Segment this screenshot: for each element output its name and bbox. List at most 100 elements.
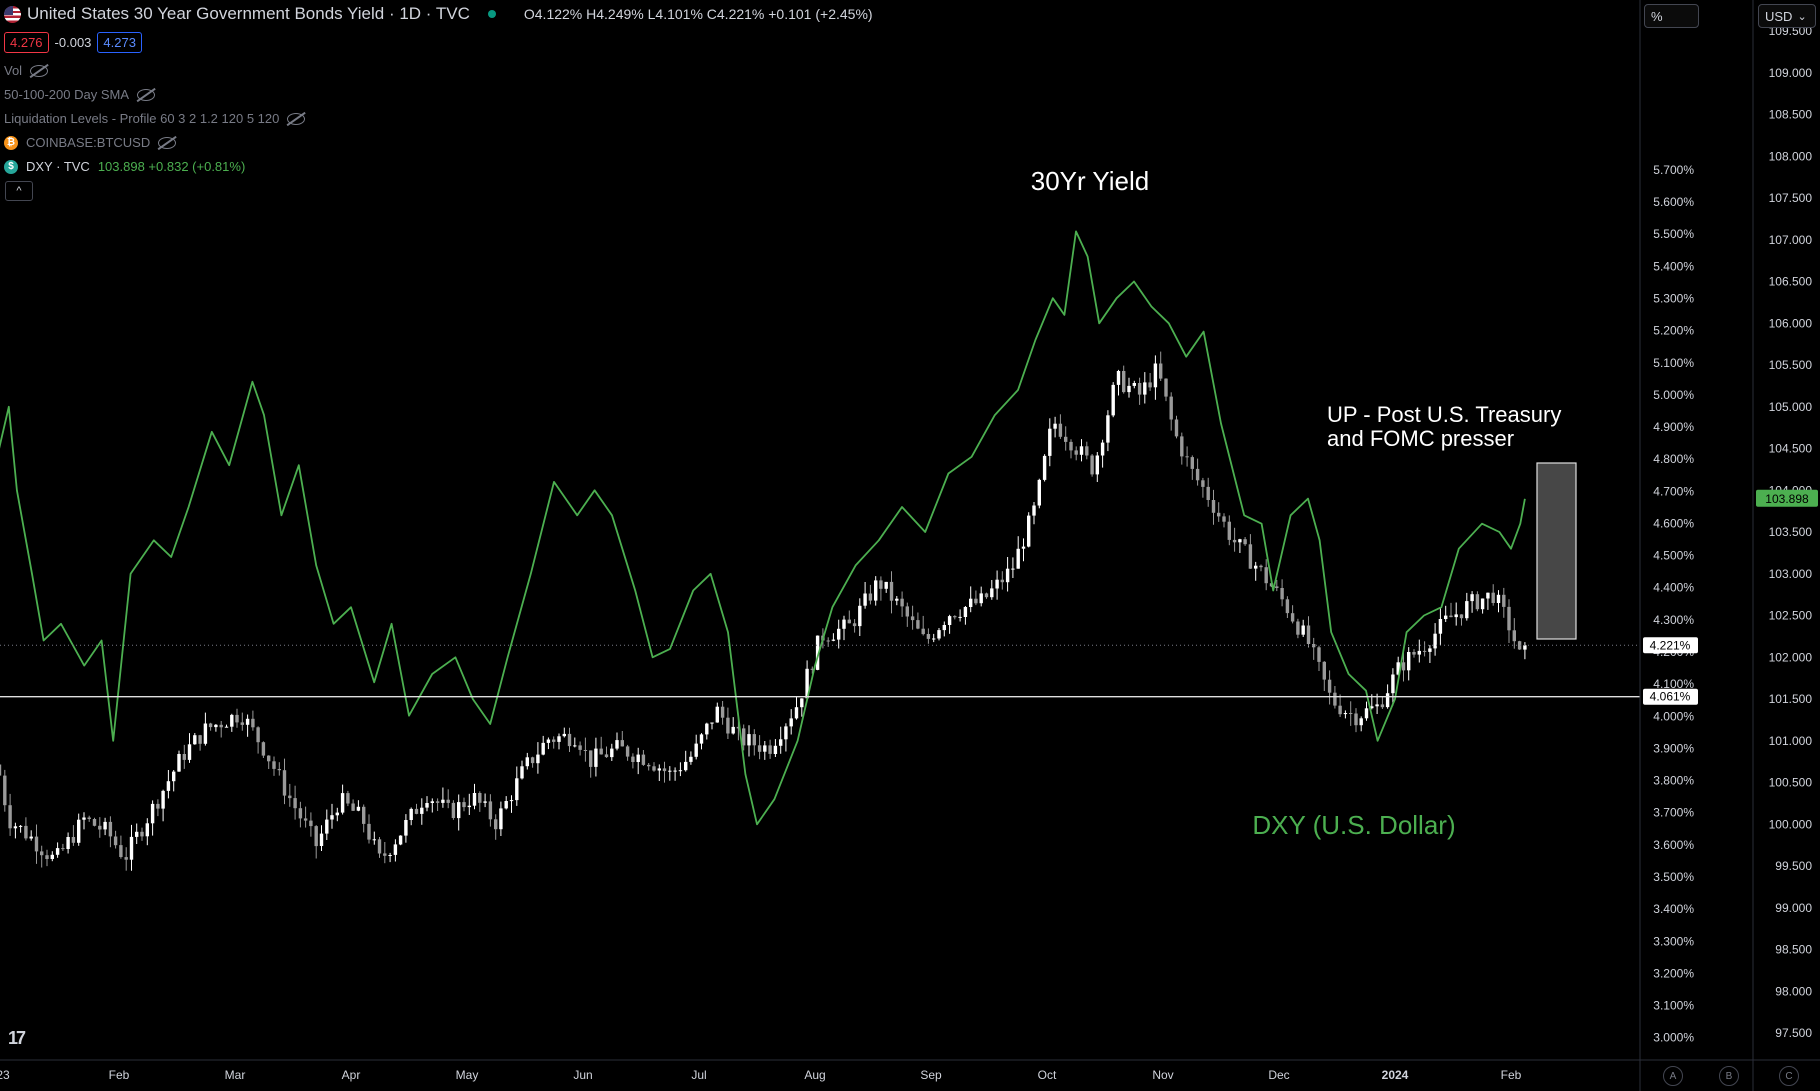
- indicator-sma[interactable]: 50-100-200 Day SMA: [4, 87, 156, 102]
- candle-body: [699, 734, 704, 744]
- candle: [198, 734, 202, 751]
- eye-hidden-icon[interactable]: [158, 136, 177, 149]
- candle: [837, 619, 841, 649]
- yield-tick-label: 3.900%: [1653, 741, 1694, 755]
- indicator-liquidation[interactable]: Liquidation Levels - Profile 60 3 2 1.2 …: [4, 111, 306, 126]
- candle: [1449, 602, 1453, 618]
- candle: [335, 807, 339, 822]
- candle-body: [1375, 704, 1379, 707]
- candle: [8, 793, 12, 836]
- corner-button-c[interactable]: C: [1779, 1066, 1799, 1086]
- indicator-dxy[interactable]: $ DXY · TVC 103.898 +0.832 (+0.81%): [4, 159, 245, 174]
- candle-body: [1021, 546, 1026, 549]
- percent-scale-button[interactable]: %: [1644, 4, 1699, 28]
- yield-tick-label: 3.800%: [1653, 774, 1694, 788]
- candle: [145, 818, 149, 846]
- eye-hidden-icon[interactable]: [30, 64, 49, 77]
- corner-button-a[interactable]: A: [1663, 1066, 1683, 1086]
- candle: [515, 766, 519, 806]
- candle-body: [1211, 500, 1216, 513]
- yield-candles: [0, 351, 1527, 871]
- ask-price[interactable]: 4.273: [97, 32, 142, 53]
- corner-button-b[interactable]: B: [1719, 1066, 1739, 1086]
- highlight-box[interactable]: [1536, 462, 1577, 640]
- indicator-vol[interactable]: Vol: [4, 63, 49, 78]
- candle: [1354, 708, 1358, 733]
- candle-body: [1380, 704, 1385, 708]
- eye-hidden-icon[interactable]: [287, 112, 306, 125]
- candle: [1465, 592, 1469, 621]
- candle-body: [409, 808, 413, 820]
- indicator-btcusd[interactable]: ₿ COINBASE:BTCUSD: [4, 135, 177, 150]
- candle: [879, 576, 883, 601]
- symbol-title[interactable]: United States 30 Year Government Bonds Y…: [27, 4, 470, 23]
- candle: [303, 806, 308, 828]
- candle-body: [963, 607, 968, 617]
- candle: [1074, 446, 1078, 461]
- candle: [1201, 477, 1205, 498]
- chart-header: United States 30 Year Government Bonds Y…: [4, 4, 873, 24]
- candle: [631, 753, 635, 769]
- candle: [267, 755, 271, 769]
- candle-body: [525, 757, 529, 767]
- candle-body: [82, 817, 86, 820]
- yield-tick-label: 4.100%: [1653, 677, 1694, 691]
- candle: [1079, 439, 1084, 462]
- candle: [177, 750, 181, 772]
- candle: [1095, 452, 1099, 482]
- dxy-tick-label: 98.000: [1775, 984, 1812, 998]
- time-tick-label: Mar: [225, 1068, 246, 1082]
- currency-button[interactable]: USD ⌄: [1758, 4, 1816, 28]
- candle-body: [1512, 630, 1516, 642]
- candle-body: [504, 801, 508, 809]
- candle: [208, 722, 213, 731]
- time-tick-label: Jul: [691, 1068, 706, 1082]
- candle-body: [1502, 594, 1506, 607]
- candle-body: [1349, 713, 1353, 714]
- candle-body: [1385, 693, 1390, 708]
- dxy-legend-label: DXY · TVC: [26, 159, 90, 174]
- candle: [969, 586, 973, 613]
- yield-annotation[interactable]: 30Yr Yield: [1031, 166, 1150, 196]
- candle: [435, 798, 440, 811]
- candle-body: [108, 821, 113, 837]
- candle-body: [969, 598, 973, 607]
- candle-body: [610, 748, 614, 758]
- candle-body: [1475, 594, 1480, 610]
- candle-body: [1496, 594, 1501, 603]
- note-annotation-line1[interactable]: UP - Post U.S. Treasury: [1327, 402, 1561, 427]
- time-tick-label: Feb: [109, 1068, 130, 1082]
- collapse-legend-button[interactable]: ^: [5, 181, 33, 201]
- candle-body: [1459, 614, 1464, 619]
- candle: [356, 800, 361, 812]
- candle-body: [383, 853, 387, 856]
- candle: [13, 822, 18, 839]
- dxy-price-tag[interactable]: 103.898: [1756, 489, 1818, 507]
- candle: [910, 605, 915, 630]
- candle: [113, 830, 118, 849]
- candle-body: [1290, 613, 1295, 622]
- support-price-tag[interactable]: 4.061%: [1643, 688, 1698, 705]
- candle-body: [1301, 625, 1305, 635]
- note-annotation-line2[interactable]: and FOMC presser: [1327, 426, 1514, 451]
- candle: [1391, 668, 1395, 706]
- candle-body: [1438, 619, 1443, 634]
- candle: [1422, 641, 1427, 657]
- candle: [172, 770, 176, 792]
- candle: [1238, 538, 1242, 553]
- candle-body: [620, 740, 624, 747]
- candle-body: [198, 735, 202, 744]
- dxy-annotation[interactable]: DXY (U.S. Dollar): [1252, 810, 1455, 840]
- candle-body: [1106, 415, 1110, 443]
- eye-hidden-icon[interactable]: [137, 88, 156, 101]
- yield-tick-label: 4.500%: [1653, 549, 1694, 563]
- candle-body: [457, 802, 461, 819]
- bid-price[interactable]: 4.276: [4, 32, 49, 53]
- tradingview-logo[interactable]: 17: [8, 1028, 26, 1048]
- dxy-tick-label: 102.000: [1769, 650, 1813, 664]
- bitcoin-icon: ₿: [4, 135, 18, 150]
- candle: [1164, 378, 1168, 402]
- candle: [884, 581, 888, 593]
- last-price-tag[interactable]: 4.221%: [1643, 637, 1698, 654]
